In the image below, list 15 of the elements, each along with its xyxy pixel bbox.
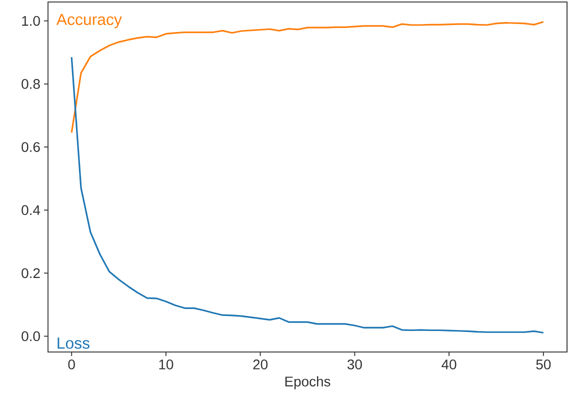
series-label: Accuracy	[56, 14, 122, 28]
y-tick-label: 0.6	[22, 142, 40, 152]
y-tick-label: 0.2	[22, 268, 40, 278]
x-tick-label: 20	[253, 360, 268, 370]
x-tick-label: 0	[68, 360, 75, 370]
x-tick-label: 40	[442, 360, 456, 370]
y-tick-label: 0.8	[22, 79, 40, 89]
x-axis-title: Epochs	[285, 376, 330, 390]
y-tick-label: 1.0	[22, 16, 40, 26]
text: Loss	[58, 338, 90, 349]
x-tick-label: 30	[347, 360, 362, 370]
y-tick-label: 0.4	[22, 205, 40, 216]
x-tick-label: 50	[536, 360, 551, 370]
x-tick-label: 10	[159, 360, 174, 370]
y-tick-label: 0.0	[22, 331, 40, 342]
